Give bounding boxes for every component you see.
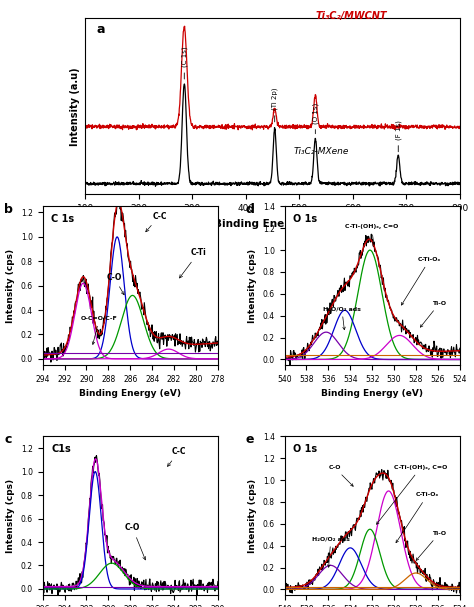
Text: Ti₃C₂-MXene: Ti₃C₂-MXene bbox=[294, 147, 349, 156]
Y-axis label: Intensity (a.u): Intensity (a.u) bbox=[70, 67, 80, 146]
Text: (O 1s): (O 1s) bbox=[312, 103, 319, 134]
X-axis label: Binding Energy (eV): Binding Energy (eV) bbox=[79, 389, 181, 398]
Text: Ti₃C₂/MWCNT: Ti₃C₂/MWCNT bbox=[315, 11, 387, 21]
Text: C-O: C-O bbox=[328, 465, 353, 486]
Text: C-C: C-C bbox=[146, 212, 167, 232]
Y-axis label: Intensity (cps): Intensity (cps) bbox=[248, 249, 257, 323]
Text: b: b bbox=[4, 203, 13, 216]
Text: C-Ti-(OH)ₓ, C=O: C-Ti-(OH)ₓ, C=O bbox=[376, 465, 447, 524]
Text: C-C: C-C bbox=[167, 447, 186, 466]
X-axis label: Binding Energy (eV): Binding Energy (eV) bbox=[321, 389, 423, 398]
X-axis label: Binding Energy (eV): Binding Energy (eV) bbox=[214, 219, 331, 228]
Text: d: d bbox=[246, 203, 255, 216]
Text: C-Ti-Oₓ: C-Ti-Oₓ bbox=[396, 492, 439, 543]
Y-axis label: Intensity (cps): Intensity (cps) bbox=[6, 249, 15, 323]
Text: C-Ti-(OH)ₓ, C=O: C-Ti-(OH)ₓ, C=O bbox=[345, 224, 398, 245]
Text: O 1s: O 1s bbox=[293, 444, 318, 454]
Text: C-O: C-O bbox=[106, 273, 124, 295]
Text: a: a bbox=[97, 24, 105, 36]
Text: C-Ti-Oₓ: C-Ti-Oₓ bbox=[401, 257, 441, 305]
Text: C 1s: C 1s bbox=[51, 214, 74, 225]
Text: (F 1s): (F 1s) bbox=[395, 120, 401, 152]
Y-axis label: Intensity (cps): Intensity (cps) bbox=[248, 478, 257, 552]
Text: C1s: C1s bbox=[51, 444, 71, 454]
Text: O 1s: O 1s bbox=[293, 214, 318, 225]
Text: H₂O/O₂ ads: H₂O/O₂ ads bbox=[312, 536, 350, 568]
Text: Ti-O: Ti-O bbox=[420, 301, 447, 327]
Text: (C 1s): (C 1s) bbox=[181, 47, 188, 79]
Text: e: e bbox=[246, 433, 255, 446]
Text: Ti-O: Ti-O bbox=[416, 531, 447, 560]
Text: H₂O/O₂ ads: H₂O/O₂ ads bbox=[323, 307, 361, 330]
Y-axis label: Intensity (cps): Intensity (cps) bbox=[6, 478, 15, 552]
Text: O-C=O/C-F: O-C=O/C-F bbox=[81, 316, 118, 344]
Text: C-O: C-O bbox=[125, 523, 146, 560]
Text: (Ti 2p): (Ti 2p) bbox=[272, 88, 278, 122]
Text: c: c bbox=[4, 433, 11, 446]
Text: C-Ti: C-Ti bbox=[180, 248, 206, 278]
